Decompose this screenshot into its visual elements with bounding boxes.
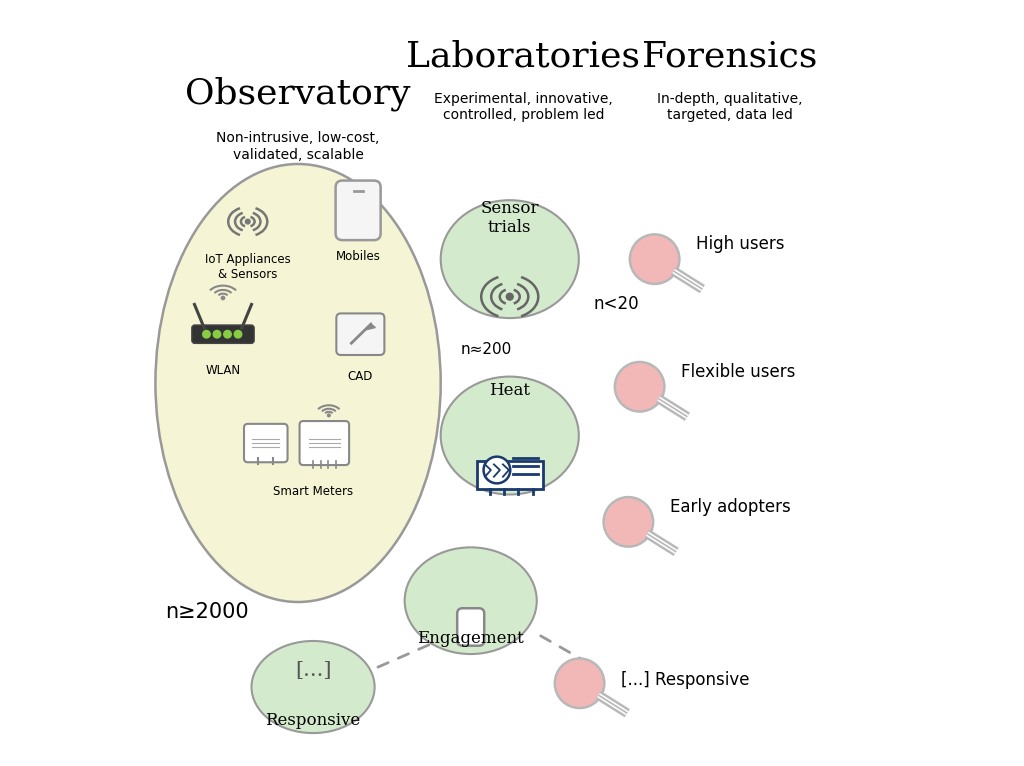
Ellipse shape <box>156 164 440 602</box>
Text: IoT Appliances
& Sensors: IoT Appliances & Sensors <box>205 253 291 280</box>
Text: Experimental, innovative,
controlled, problem led: Experimental, innovative, controlled, pr… <box>434 92 612 122</box>
Circle shape <box>213 330 221 338</box>
Text: [...] Responsive: [...] Responsive <box>621 670 750 689</box>
FancyBboxPatch shape <box>300 421 349 465</box>
Circle shape <box>483 457 510 483</box>
Text: Flexible users: Flexible users <box>681 363 796 381</box>
Circle shape <box>223 330 231 338</box>
Text: n<20: n<20 <box>593 295 639 313</box>
Circle shape <box>328 414 330 417</box>
Circle shape <box>203 330 210 338</box>
Circle shape <box>246 219 250 224</box>
Ellipse shape <box>440 377 579 495</box>
Text: Forensics: Forensics <box>642 40 817 74</box>
Text: n≥2000: n≥2000 <box>165 602 249 622</box>
Text: WLAN: WLAN <box>206 365 241 378</box>
FancyBboxPatch shape <box>191 325 254 343</box>
Text: Non-intrusive, low-cost,
validated, scalable: Non-intrusive, low-cost, validated, scal… <box>216 132 380 162</box>
Text: In-depth, qualitative,
targeted, data led: In-depth, qualitative, targeted, data le… <box>657 92 803 122</box>
Text: Laboratories: Laboratories <box>407 40 640 74</box>
Ellipse shape <box>440 200 579 318</box>
Circle shape <box>506 293 513 300</box>
Ellipse shape <box>404 548 537 654</box>
Circle shape <box>614 362 665 411</box>
Circle shape <box>221 296 224 300</box>
Text: Early adopters: Early adopters <box>670 498 791 516</box>
Text: [...]: [...] <box>295 661 332 680</box>
FancyBboxPatch shape <box>336 313 384 355</box>
Text: Responsive: Responsive <box>265 712 360 729</box>
Text: n≈200: n≈200 <box>461 342 512 357</box>
FancyBboxPatch shape <box>457 608 484 646</box>
Text: Engagement: Engagement <box>418 630 524 647</box>
Text: Heat: Heat <box>489 382 530 399</box>
Text: High users: High users <box>696 235 784 253</box>
Circle shape <box>555 659 604 708</box>
FancyBboxPatch shape <box>244 424 288 462</box>
FancyBboxPatch shape <box>477 461 543 489</box>
Circle shape <box>603 497 653 547</box>
Polygon shape <box>367 324 376 329</box>
Ellipse shape <box>252 641 375 733</box>
Circle shape <box>234 330 242 338</box>
Text: CAD: CAD <box>348 371 373 384</box>
Text: Mobiles: Mobiles <box>336 250 381 264</box>
Text: Smart Meters: Smart Meters <box>273 486 353 499</box>
Text: Sensor
trials: Sensor trials <box>480 200 539 236</box>
FancyBboxPatch shape <box>336 181 381 240</box>
Text: Observatory: Observatory <box>185 77 411 111</box>
Circle shape <box>630 234 679 284</box>
